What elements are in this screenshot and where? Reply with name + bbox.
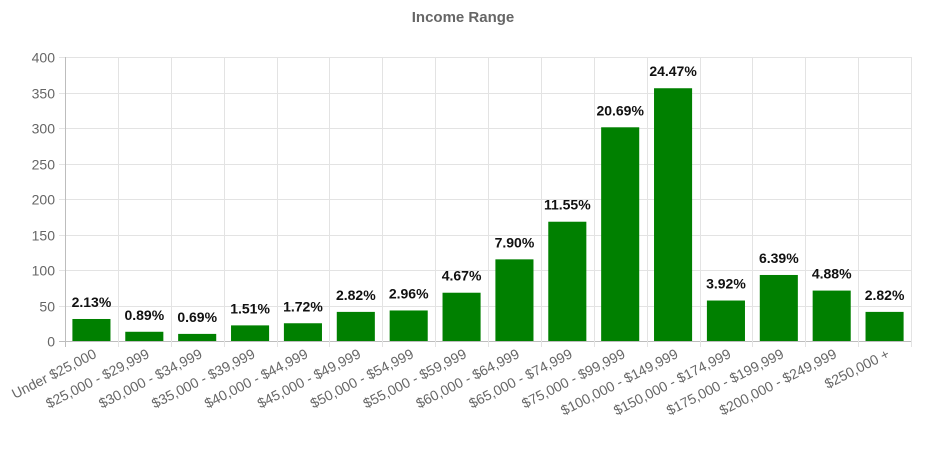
data-label: 1.51% [230, 300, 270, 316]
data-label: 6.39% [759, 250, 799, 266]
data-label: 20.69% [596, 102, 644, 118]
data-label: 2.82% [865, 287, 905, 303]
bar [706, 300, 745, 341]
data-label: 2.13% [72, 294, 112, 310]
y-tick-label: 100 [32, 263, 56, 279]
data-label: 0.89% [124, 307, 164, 323]
bar [812, 290, 851, 341]
bar [495, 259, 534, 341]
data-label: 4.88% [812, 266, 852, 282]
y-tick-label: 300 [32, 121, 56, 137]
data-label: 4.67% [442, 268, 482, 284]
data-label: 11.55% [544, 197, 591, 213]
y-tick-label: 250 [32, 157, 56, 173]
bar [283, 323, 322, 341]
bar [389, 310, 428, 341]
data-label: 3.92% [706, 276, 746, 292]
bar [125, 331, 164, 341]
y-tick-label: 350 [32, 86, 56, 102]
chart-title: Income Range [411, 9, 515, 26]
bar [442, 292, 481, 341]
bar [548, 221, 587, 341]
data-label: 7.90% [495, 234, 535, 250]
bar [178, 333, 217, 341]
bar [759, 274, 798, 341]
bar [865, 311, 904, 341]
y-tick-label: 50 [39, 299, 55, 315]
bar [231, 325, 270, 341]
bar [72, 318, 111, 341]
bar [654, 88, 693, 342]
data-label: 1.72% [283, 298, 323, 314]
bar [601, 127, 640, 341]
data-label: 0.69% [177, 309, 217, 325]
data-label: 2.96% [389, 285, 429, 301]
y-tick-label: 200 [32, 192, 56, 208]
y-tick-label: 150 [32, 228, 56, 244]
data-label: 2.82% [336, 287, 376, 303]
bar [336, 311, 375, 341]
y-tick-label: 0 [47, 334, 55, 350]
data-label: 24.47% [649, 63, 697, 79]
y-tick-label: 400 [32, 50, 56, 66]
